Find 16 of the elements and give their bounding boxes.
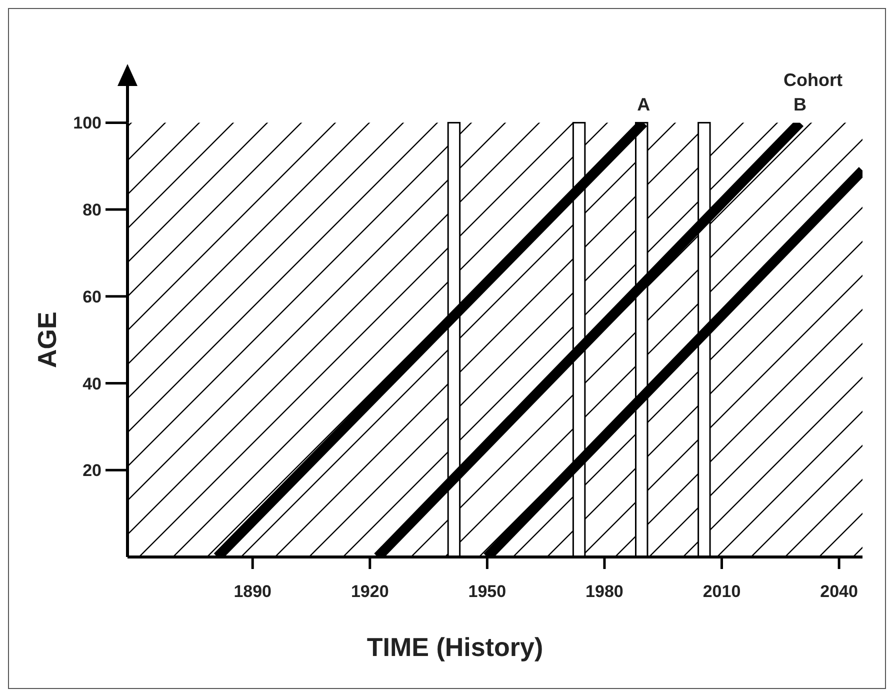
y-tick-label: 40 — [82, 374, 102, 394]
y-tick-label: 20 — [82, 461, 102, 480]
annotation: B — [793, 94, 806, 115]
y-tick-label: 100 — [73, 114, 102, 133]
y-tick-label: 60 — [82, 287, 102, 306]
text: Cohort — [784, 70, 843, 90]
x-tick-label: 1890 — [234, 582, 272, 601]
x-tick-label: 1920 — [350, 582, 389, 601]
x-axis-title: TIME (History) — [366, 632, 544, 662]
x-tick-label: 2040 — [820, 582, 858, 601]
x-tick-label: 1950 — [468, 582, 506, 601]
annotation: A — [637, 94, 650, 115]
y-tick-label: 80 — [82, 200, 102, 220]
x-tick-label: 2010 — [702, 582, 741, 601]
y-axis-title: AGE — [32, 312, 62, 368]
x-tick-label: 1980 — [586, 582, 624, 601]
